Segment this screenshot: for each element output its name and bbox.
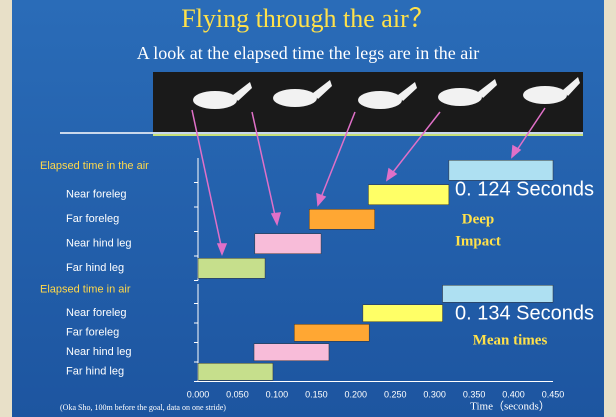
category-label: Near hind leg — [66, 238, 131, 250]
annotation: 0. 124 Seconds — [455, 178, 594, 200]
category-label: Near foreleg — [66, 307, 127, 319]
category-label: Elapsed time in the air — [40, 160, 149, 172]
bar — [198, 258, 265, 278]
bar — [449, 160, 553, 180]
title: Flying through the air？ — [181, 4, 434, 33]
bar — [309, 209, 374, 229]
x-tick-label: 0.400 — [502, 389, 525, 399]
category-label: Far foreleg — [66, 213, 119, 225]
x-tick-label: 0.450 — [542, 389, 565, 399]
x-tick-label: 0.300 — [423, 389, 446, 399]
category-label: Far hind leg — [66, 262, 124, 274]
subtitle: A look at the elapsed time the legs are … — [137, 43, 479, 63]
x-tick-label: 0.350 — [463, 389, 486, 399]
category-label: Elapsed time in air — [40, 284, 131, 296]
x-tick-label: 0.000 — [187, 389, 210, 399]
x-tick-label: 0.050 — [226, 389, 249, 399]
footnote: (Oka Sho, 100m before the goal, data on … — [60, 403, 226, 412]
category-label: Far hind leg — [66, 366, 124, 378]
page: {"title": "Flying through the air？", "su… — [0, 0, 616, 417]
bar — [255, 234, 321, 254]
bar — [198, 363, 273, 380]
category-label: Near hind leg — [66, 346, 131, 358]
slide: Flying through the air？ A look at the el… — [0, 0, 616, 417]
annotation: Mean times — [473, 332, 548, 348]
bar — [368, 185, 448, 205]
category-label: Far foreleg — [66, 327, 119, 339]
annotation: Deep — [462, 211, 495, 227]
bar — [254, 344, 329, 361]
x-tick-label: 0.250 — [384, 389, 407, 399]
x-tick-label: 0.150 — [305, 389, 328, 399]
annotation: 0. 134 Seconds — [455, 302, 594, 324]
x-axis-label: Time（seconds） — [470, 400, 550, 413]
category-label: Near foreleg — [66, 189, 127, 201]
annotation: Impact — [455, 233, 501, 249]
bar — [294, 324, 369, 341]
x-tick-label: 0.100 — [266, 389, 289, 399]
bar — [443, 285, 553, 302]
x-tick-label: 0.200 — [345, 389, 368, 399]
bar — [363, 305, 443, 322]
